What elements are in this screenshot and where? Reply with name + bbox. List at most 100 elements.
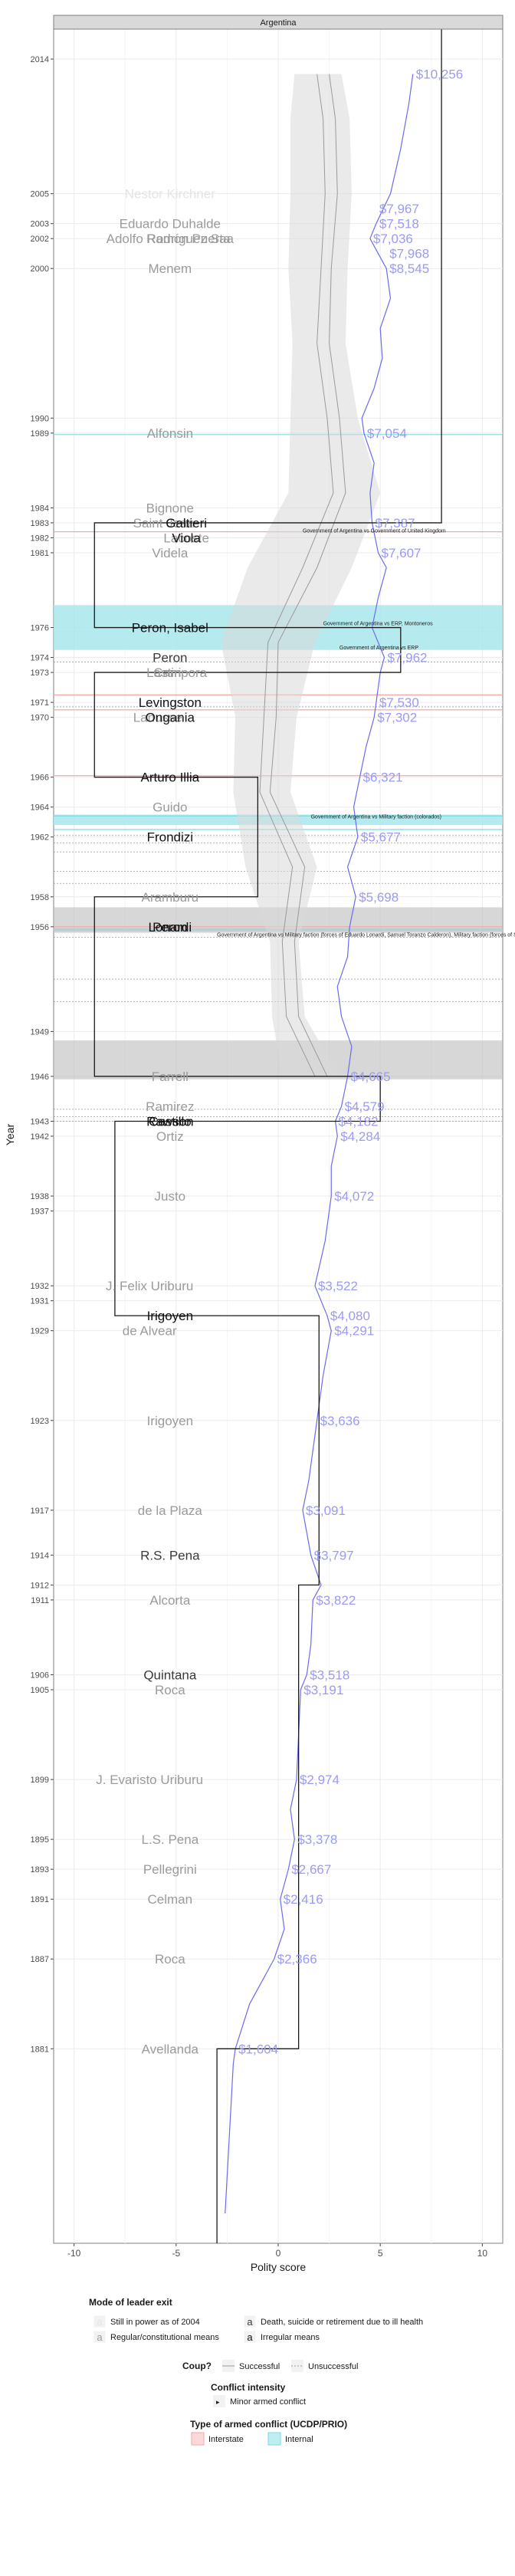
gdp-label: $7,036 (373, 232, 413, 246)
y-tick-label: 1956 (31, 923, 49, 932)
legend-exit-key (93, 2330, 107, 2344)
panel-strip (53, 15, 504, 30)
x-axis-title: Polity score (251, 2261, 307, 2273)
y-tick-label: 1942 (31, 1132, 49, 1142)
y-tick-label: 2002 (31, 235, 49, 244)
leader-label: Arturo Illia (141, 770, 200, 785)
conflict-label: Government of Argentina vs ERP, Montoner… (323, 622, 434, 627)
gdp-label: $3,822 (316, 1593, 356, 1608)
leader-label: J. Evaristo Uriburu (96, 1773, 203, 1787)
legend-exit-label: Still in power as of 2004 (110, 2318, 200, 2327)
legend-exit-key (243, 2330, 257, 2344)
y-tick-label: 1937 (31, 1208, 49, 1217)
axis-layer: -10 -5 0 5 10 1881 1887 1891 1893 1895 1899 1905 190… (31, 55, 488, 2259)
gdp-label: $4,080 (330, 1309, 370, 1323)
gdp-label: $5,698 (359, 890, 399, 905)
leader-label: Lacoste (163, 531, 209, 545)
gdp-label: $7,518 (379, 217, 419, 232)
leader-label: Roca (155, 1952, 185, 1967)
leader-label: Aramburu (142, 890, 199, 905)
y-tick-label: 1974 (31, 654, 49, 663)
y-tick-label: 1949 (31, 1027, 49, 1037)
y-tick-label: 1970 (31, 714, 49, 723)
leader-label: Frondizi (147, 830, 193, 845)
legend-type-key (267, 2432, 281, 2446)
leader-label: Alfonsin (147, 426, 193, 441)
gdp-label: $7,387 (376, 516, 415, 531)
y-tick-label: 1911 (31, 1596, 49, 1605)
x-tick-label: -5 (172, 2248, 180, 2259)
legend-intensity-key (213, 2395, 225, 2407)
y-tick-label: 1914 (31, 1551, 49, 1560)
y-tick-label: 1938 (31, 1192, 49, 1201)
y-tick-label: 1989 (31, 429, 49, 439)
leader-label: de Alvear (123, 1324, 177, 1339)
leader-label: Rawson (146, 1114, 193, 1129)
leader-label: Castillo (149, 1114, 192, 1129)
leader-label: R.S. Pena (140, 1548, 200, 1562)
leader-label: Avellanda (142, 2042, 199, 2056)
label-layer: $10,256 $7,967$7,518$7,036$7,968$8,545 $7,… (96, 67, 515, 2057)
legend-coup-label: Successful (239, 2362, 280, 2371)
legend-exit-title: Mode of leader exit (89, 2297, 172, 2308)
gdp-label: $3,191 (303, 1683, 343, 1697)
legend-exit-key-glyph: a (247, 2331, 253, 2343)
gdp-label: $7,967 (379, 202, 419, 216)
x-tick-label: -10 (67, 2248, 81, 2259)
leader-label: Eduardo Duhalde (120, 217, 221, 232)
gdp-label: $10,256 (416, 67, 463, 82)
leader-label: Bignone (146, 501, 194, 515)
y-tick-label: 1905 (31, 1686, 49, 1695)
y-tick-label: 1895 (31, 1835, 49, 1845)
leader-label: Galtieri (166, 516, 207, 531)
panel-title: Argentina (260, 18, 297, 28)
x-tick-label: 0 (276, 2248, 281, 2259)
leader-label: Peron (153, 651, 187, 665)
y-tick-label: 1899 (31, 1776, 49, 1785)
legend-type-key (191, 2432, 205, 2446)
leader-label: Lanusse (133, 711, 182, 725)
leader-label: Justo (155, 1189, 186, 1204)
gdp-label: $7,530 (379, 695, 419, 710)
legend-intensity-title: Conflict intensity (211, 2382, 286, 2393)
y-tick-label: 1891 (31, 1895, 49, 1904)
leader-label: Menem (148, 261, 192, 276)
leader-label: Ramon Puerta (146, 232, 231, 246)
legend-exit-key-glyph: a (97, 2331, 103, 2343)
legend-coup-title: Coup? (182, 2361, 212, 2371)
gdp-label: $7,962 (388, 651, 428, 665)
gdp-label: $4,182 (339, 1114, 379, 1129)
y-tick-label: 1990 (31, 414, 49, 423)
leader-label: Nestor Kirchner (125, 187, 215, 202)
conflict-label: Government of Argentina vs ERP (340, 646, 418, 651)
y-tick-label: 1943 (31, 1117, 49, 1126)
legend-exit-key (93, 2315, 107, 2328)
leader-label: Lonardi (148, 920, 192, 935)
gdp-label: $1,604 (238, 2042, 278, 2056)
gdp-label: $3,378 (297, 1832, 337, 1847)
conflict-label: Government of Argentina vs Military fact… (311, 814, 441, 820)
conflict-label: Government of Argentina vs Military fact… (217, 933, 515, 938)
gdp-label: $2,667 (291, 1862, 331, 1877)
leader-label: Peron, Isabel (132, 621, 208, 636)
grey-series-line-1 (259, 74, 334, 1077)
gdp-label: $4,072 (334, 1189, 374, 1204)
gdp-label: $3,522 (318, 1279, 358, 1293)
y-tick-label: 1881 (31, 2045, 49, 2054)
gdp-label: $3,636 (320, 1414, 360, 1428)
y-tick-label: 2014 (31, 55, 49, 64)
gdp-label: $7,968 (389, 247, 429, 261)
legend-intensity-label: Minor armed conflict (230, 2397, 306, 2407)
y-tick-label: 1982 (31, 534, 49, 543)
leader-label: Pellegrini (143, 1862, 197, 1877)
y-tick-label: 1923 (31, 1417, 49, 1426)
line-layer (93, 29, 442, 2243)
y-tick-label: 1912 (31, 1581, 49, 1590)
y-tick-label: 1984 (31, 504, 49, 513)
y-tick-label: 1929 (31, 1327, 49, 1336)
gdp-label: $4,665 (351, 1070, 391, 1084)
gdp-label: $8,545 (389, 261, 429, 276)
y-tick-label: 1932 (31, 1282, 49, 1291)
legend-exit-key-glyph: a (97, 2316, 103, 2328)
leader-label: Irigoyen (147, 1414, 193, 1428)
